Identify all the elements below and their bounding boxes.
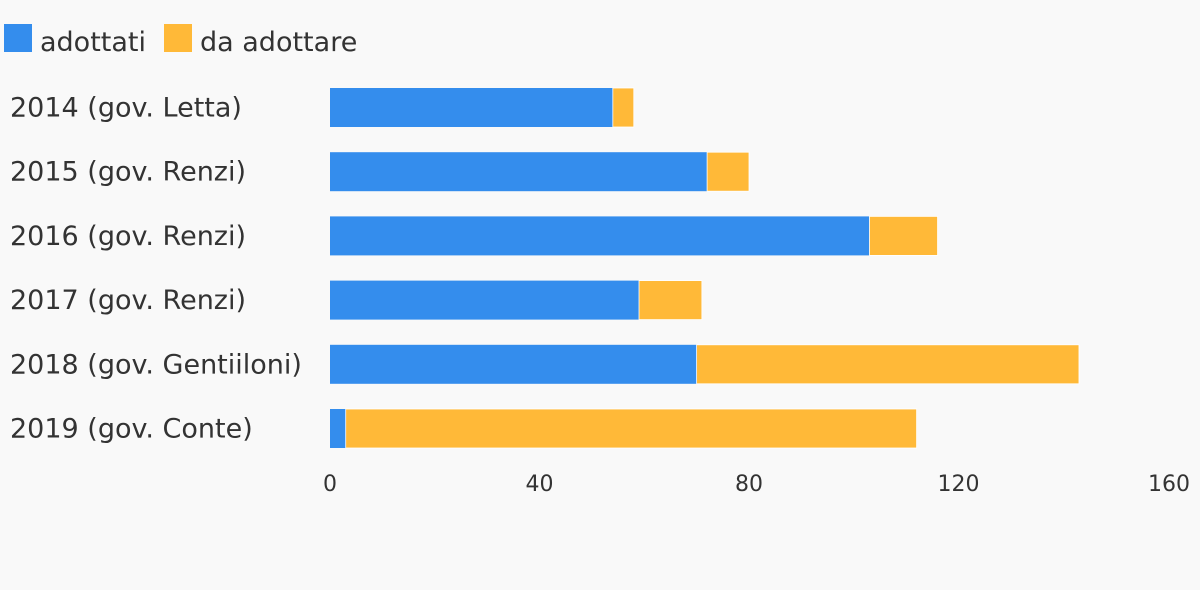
category-label-2019-gov-conte: 2019 (gov. Conte) [10,414,253,445]
bar-adottati-2018-gov-gentiiloni [330,344,697,384]
bar-adottati-2016-gov-renzi [330,216,870,256]
x-tick-label-120: 120 [938,472,980,497]
category-label-2017-gov-renzi: 2017 (gov. Renzi) [10,285,246,316]
legend: adottati da adottare [4,24,357,58]
bar-adottati-2017-gov-renzi [330,280,640,320]
legend-label-da-adottare: da adottare [200,27,357,58]
bar-da-adottare-2016-gov-renzi [869,215,938,256]
category-label-2015-gov-renzi: 2015 (gov. Renzi) [10,157,246,188]
bar-da-adottare-2014-gov-letta [612,87,635,128]
bar-adottati-2015-gov-renzi [330,152,708,192]
x-tick-label-160: 160 [1148,472,1190,497]
bar-adottati-2014-gov-letta [330,88,613,127]
plot-area: 2014 (gov. Letta) 2015 (gov. Renzi) 2016 (… [10,87,1190,497]
x-tick-label-0: 0 [323,472,337,497]
bar-da-adottare-2018-gov-gentiiloni [696,344,1080,385]
category-label-2018-gov-gentiiloni: 2018 (gov. Gentiiloni) [10,349,302,380]
legend-swatch-da-adottare [164,24,192,52]
legend-swatch-adottati [4,24,32,52]
x-tick-label-40: 40 [526,472,554,497]
category-label-2016-gov-renzi: 2016 (gov. Renzi) [10,221,246,252]
bar-da-adottare-2015-gov-renzi [706,151,750,192]
x-tick-label-80: 80 [735,472,763,497]
bar-da-adottare-2019-gov-conte [345,408,918,449]
bar-adottati-2019-gov-conte [330,409,346,448]
bar-da-adottare-2017-gov-renzi [638,280,703,321]
legend-label-adottati: adottati [40,27,146,58]
category-label-2014-gov-letta: 2014 (gov. Letta) [10,93,242,124]
